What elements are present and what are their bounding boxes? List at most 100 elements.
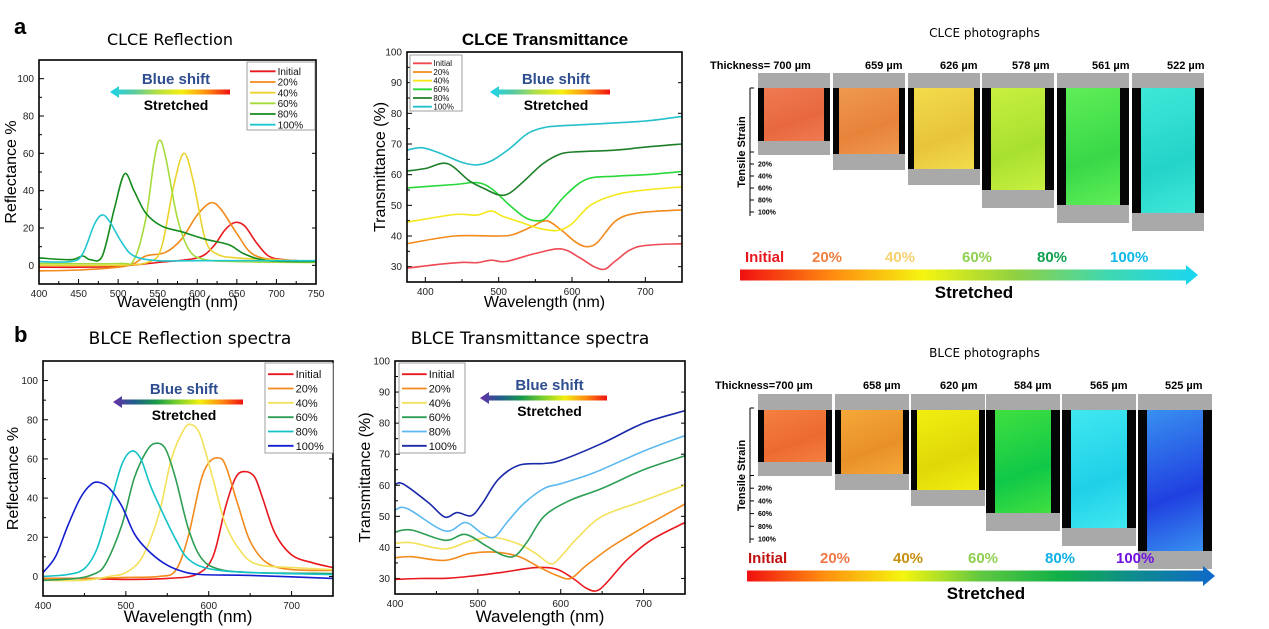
gradient-arrow-shape: [740, 265, 1198, 285]
legend-label: 100%: [433, 103, 453, 112]
legend-label: 60%: [296, 412, 318, 424]
sample-photo: [1138, 394, 1212, 569]
y-tick-label: 40: [27, 494, 39, 505]
chart-title-blce-reflection: BLCE Reflection spectra: [88, 329, 292, 349]
y-tick-label: 70: [379, 450, 391, 461]
y-tick-label: 100: [385, 48, 402, 59]
series-line-60pct: [407, 170, 682, 222]
photos-title: BLCE photographs: [929, 346, 1040, 360]
legend-label: 40%: [429, 398, 451, 410]
legend-label: Initial: [433, 59, 452, 68]
tensile-strain-axis: 20% 40% 60% 80% 100% Tensile Strain: [736, 407, 777, 544]
x-tick-label: 500: [118, 601, 135, 612]
series-line-80pct: [407, 143, 682, 197]
x-tick-label: 400: [387, 599, 404, 610]
x-axis-label: Wavelength (nm): [117, 294, 238, 311]
series-line-initial: [407, 242, 682, 271]
film-sample: [1147, 410, 1203, 551]
sample-photo: [911, 394, 985, 506]
legend-box: [409, 54, 463, 112]
y-axis-label: Reflectance %: [5, 427, 22, 530]
strain-tick-label: 20%: [758, 486, 773, 493]
series-line-100pct: [395, 409, 685, 519]
sample-photo: [986, 394, 1060, 531]
x-tick-label: 600: [189, 289, 206, 300]
strain-scale-label: 40%: [893, 550, 924, 567]
series-group: [407, 115, 682, 271]
strain-scale-label: 100%: [1110, 249, 1149, 266]
legend-label: Initial: [429, 369, 455, 381]
y-tick-label: 70: [391, 140, 403, 151]
strain-tick-label: 80%: [758, 198, 773, 205]
stretched-arrow: [747, 566, 1215, 586]
y-tick-label: 40: [23, 186, 35, 197]
y-tick-label: 30: [379, 574, 391, 585]
y-tick-label: 60: [391, 170, 403, 181]
strain-tick-label: 40%: [758, 174, 773, 181]
thickness-label: 578 µm: [1012, 60, 1050, 72]
strain-scale-label: 80%: [1045, 550, 1076, 567]
strain-scale-label: 80%: [1037, 249, 1068, 266]
strain-scale-label: 60%: [962, 249, 993, 266]
thickness-label: 565 µm: [1090, 380, 1128, 392]
strain-scale-label: 40%: [885, 249, 916, 266]
film-sample: [914, 88, 974, 169]
legend-label: 40%: [433, 77, 449, 86]
legend-box: [246, 61, 316, 131]
strain-tick-label: 80%: [758, 524, 773, 531]
strain-tick-label: 40%: [758, 498, 773, 505]
series-group: [39, 139, 316, 272]
thickness-label: 584 µm: [1014, 380, 1052, 392]
series-line-60pct: [39, 139, 316, 265]
chart-clce-reflection: 400 450 500 550 600 650 700 750 0 20 40 60 80 100 Wave…: [3, 59, 325, 311]
series-line-20pct: [395, 503, 685, 580]
stretched-arrow: [740, 265, 1198, 285]
series-line-80pct: [39, 172, 316, 263]
stretched-label: Stretched: [144, 97, 209, 113]
strain-tick-label: 100%: [758, 210, 777, 217]
x-tick-label: 600: [564, 287, 581, 298]
photos-title: CLCE photographs: [929, 26, 1040, 40]
thickness-label: 522 µm: [1167, 60, 1205, 72]
x-tick-label: 400: [35, 601, 52, 612]
legend-label: 20%: [433, 68, 449, 77]
legend-label: 60%: [278, 99, 298, 110]
film-sample: [917, 410, 979, 490]
thickness-label: 626 µm: [940, 60, 978, 72]
y-tick-label: 60: [23, 149, 35, 160]
strain-scale-label: 20%: [820, 550, 851, 567]
legend-label: 80%: [296, 426, 318, 438]
y-tick-label: 0: [32, 572, 38, 583]
film-sample: [841, 410, 903, 474]
tensile-strain-axis: 20% 40% 60% 80% 100% Tensile Strain: [736, 87, 777, 217]
film-sample: [995, 410, 1051, 513]
strain-scale-label: Initial: [745, 249, 785, 266]
blue-shift-arrow: [113, 396, 243, 408]
x-axis-label: Wavelength (nm): [124, 607, 253, 626]
tensile-strain-label: Tensile Strain: [736, 116, 748, 188]
strain-tick-label: 100%: [758, 537, 777, 544]
panel-label-b: b: [14, 322, 28, 347]
tensile-strain-label: Tensile Strain: [736, 440, 748, 512]
film-sample: [764, 410, 826, 462]
series-line-20pct: [39, 201, 316, 272]
series-line-20pct: [43, 457, 333, 580]
film-sample: [1071, 410, 1127, 528]
film-sample: [764, 88, 824, 141]
x-tick-label: 600: [200, 601, 217, 612]
chart-title-clce-transmittance: CLCE Transmittance: [461, 30, 629, 49]
sample-photo: [833, 73, 905, 170]
sample-photo: [758, 73, 830, 155]
strain-scale-label: 20%: [812, 249, 843, 266]
legend-label: 100%: [296, 441, 324, 453]
x-tick-label: 400: [417, 287, 434, 298]
chart-title-blce-transmittance: BLCE Transmittance spectra: [410, 329, 650, 349]
x-tick-label: 450: [70, 289, 87, 300]
film-sample: [991, 88, 1045, 190]
legend-box: [398, 362, 466, 454]
thickness-label: 525 µm: [1165, 380, 1203, 392]
y-tick-label: 0: [28, 261, 34, 272]
strain-scale-label: 100%: [1116, 550, 1155, 567]
y-tick-label: 40: [379, 543, 391, 554]
x-axis-label: Wavelength (nm): [484, 294, 605, 311]
